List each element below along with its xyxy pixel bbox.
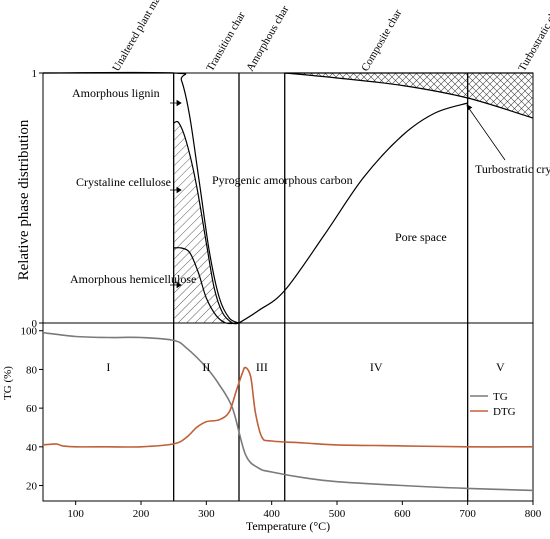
legend: TG DTG [470, 391, 516, 418]
stage-label-amorphous: Amorphous char [244, 3, 291, 73]
region-labels: I II III IV V [106, 360, 505, 374]
legend-dtg-label: DTG [493, 406, 516, 418]
region-label-3: III [256, 360, 268, 374]
pore-space-curve [238, 102, 468, 324]
dtg-curve [42, 366, 534, 448]
top-panel-fills [173, 73, 533, 324]
top-panel-curves [42, 71, 534, 325]
x-tick-label-600: 600 [394, 508, 411, 520]
region-label-1: I [106, 360, 110, 374]
annotation-pyrogenic-carbon: Pyrogenic amorphous carbon [212, 173, 353, 187]
x-tick-label-500: 500 [329, 508, 346, 520]
cellulose-hatched-area [173, 121, 239, 324]
stage-boundary-lines [173, 73, 469, 501]
annotation-arrows [170, 99, 506, 289]
x-tick-label-200: 200 [133, 508, 150, 520]
stage-label-turbostratic: Turbostratic char [516, 2, 550, 73]
region-label-5: V [496, 360, 505, 374]
annotation-turbostratic-crystallites: Turbostratic crystallites [475, 162, 550, 176]
turbostratic-crosshatch-area [284, 73, 533, 118]
bottom-panel-frame [42, 322, 534, 502]
x-tick-label-400: 400 [263, 508, 280, 520]
hemicellulose-curve [173, 247, 239, 325]
top-y-tick-label-0: 0 [32, 318, 38, 330]
legend-tg-label: TG [493, 391, 508, 403]
x-tick-label-300: 300 [198, 508, 215, 520]
bottom-y-axis-label: TG (%) [2, 366, 14, 400]
x-tick-label-800: 800 [525, 508, 542, 520]
bottom-panel-curves [42, 331, 534, 492]
top-y-tick-label-1: 1 [32, 68, 38, 80]
bottom-y-tick-label-60: 60 [26, 403, 38, 415]
turbostratic-curve [284, 72, 534, 119]
x-tick-label-700: 700 [459, 508, 476, 520]
annotation-crystaline-cellulose: Crystaline cellulose [76, 175, 171, 189]
bottom-y-tick-label-20: 20 [26, 481, 38, 493]
stage-label-composite: Composite char [359, 7, 404, 73]
bottom-y-tick-label-100: 100 [21, 326, 38, 338]
region-label-2: II [202, 360, 210, 374]
annotation-pore-space: Pore space [395, 230, 447, 244]
bottom-y-tick-label-80: 80 [26, 364, 38, 376]
region-label-4: IV [370, 360, 383, 374]
cellulose-curve [173, 120, 240, 325]
x-tick-label-100: 100 [67, 508, 84, 520]
bottom-y-tick-label-40: 40 [26, 442, 38, 454]
x-axis-label: Temperature (°C) [246, 519, 330, 533]
tg-curve [42, 331, 534, 492]
stage-label-unaltered: Unaltered plant material [110, 0, 174, 73]
stage-label-transition: Transition char [204, 10, 248, 74]
annotation-amorphous-hemicellulose: Amorphous hemicellulose [70, 272, 196, 286]
top-y-axis-label: Relative phase distribution [16, 119, 32, 280]
annotation-amorphous-lignin: Amorphous lignin [72, 86, 160, 100]
